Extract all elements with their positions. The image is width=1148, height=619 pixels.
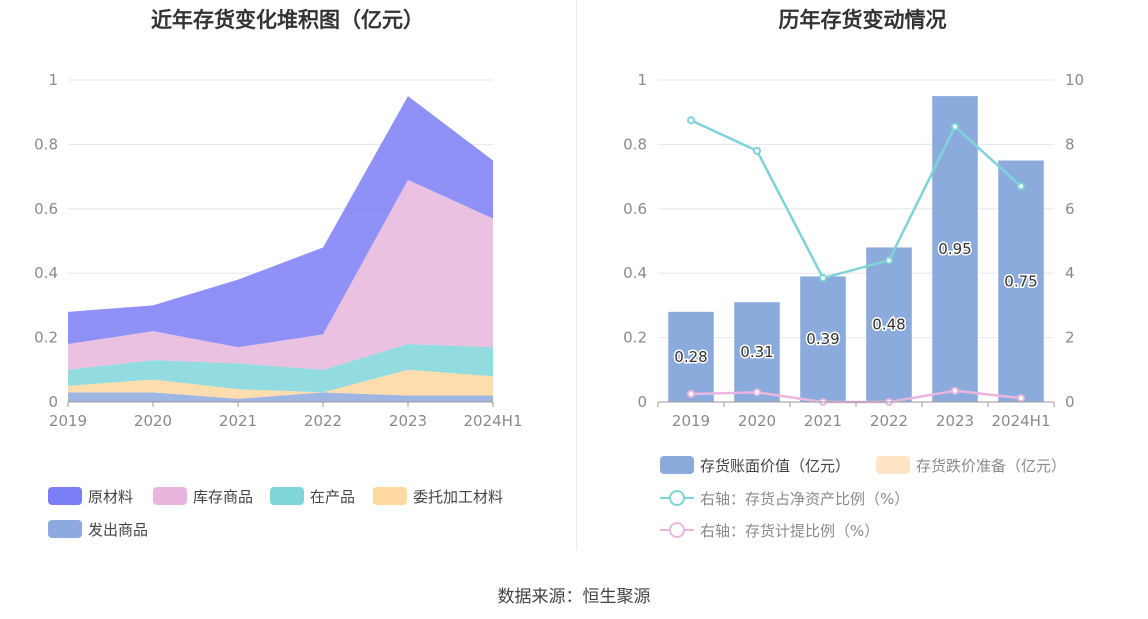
y-tick-label: 1 [48, 71, 58, 89]
bar [734, 302, 780, 402]
line-point [753, 388, 761, 397]
line-point [687, 389, 695, 398]
y-tick-label: 0.4 [34, 264, 58, 282]
legend-swatch [48, 487, 82, 505]
area-series-0 [68, 392, 493, 402]
chart-title: 近年存货变化堆积图（亿元） [151, 8, 424, 32]
y-tick-label: 0 [48, 393, 58, 411]
line-point [819, 274, 827, 283]
y-left-tick-label: 0.4 [623, 264, 647, 282]
x-tick-label: 2022 [304, 412, 342, 430]
line-point [1017, 182, 1025, 191]
legend-label: 存货跌价准备（亿元） [916, 457, 1066, 475]
legend-label: 右轴：存货占净资产比例（%） [700, 490, 909, 508]
y-left-tick-label: 0.8 [623, 135, 647, 153]
x-tick-label: 2024H1 [464, 412, 523, 430]
line-series-0 [690, 119, 1022, 280]
bar-value-label: 0.95 [938, 240, 971, 258]
x-tick-label: 2020 [738, 412, 776, 430]
y-left-tick-label: 0.6 [623, 200, 647, 218]
legend-label: 在产品 [310, 488, 355, 506]
data-source-note: 数据来源：恒生聚源 [497, 587, 651, 607]
bar-line-chart-panel: 历年存货变动情况 0 0.2 0.4 0.6 0.8 1 0 2 4 6 8 10 0.28 0.31 0.… [577, 0, 1148, 560]
bar-value-label: 0.48 [872, 316, 905, 334]
legend-label: 发出商品 [88, 521, 148, 539]
legend-line-marker [669, 522, 685, 538]
y-right-tick-label: 8 [1065, 135, 1075, 153]
area-series-1 [68, 369, 493, 399]
line-point [951, 122, 959, 131]
y-left-tick-label: 1 [637, 71, 647, 89]
line-point [753, 146, 761, 155]
bar-value-label: 0.28 [674, 348, 707, 366]
legend-label: 原材料 [88, 488, 133, 506]
x-tick-label: 2019 [49, 412, 87, 430]
area-series-2 [68, 344, 493, 393]
line-point [951, 386, 959, 395]
line-point [687, 116, 695, 125]
legend-label: 库存商品 [193, 488, 253, 506]
legend-line-marker [669, 490, 685, 506]
bar-value-label: 0.31 [740, 343, 773, 361]
x-tick-label: 2019 [672, 412, 710, 430]
x-tick-label: 2021 [804, 412, 842, 430]
bar [800, 276, 846, 402]
area-series-3 [68, 179, 493, 370]
y-right-tick-label: 2 [1065, 329, 1075, 347]
legend-swatch [373, 487, 407, 505]
x-tick-label: 2023 [389, 412, 427, 430]
bar [998, 160, 1044, 402]
y-tick-label: 0.6 [34, 200, 58, 218]
legend-swatch [48, 520, 82, 538]
bar-value-label: 0.39 [806, 330, 839, 348]
y-tick-label: 0.8 [34, 135, 58, 153]
stacked-area-chart: 0 0.2 0.4 0.6 0.8 1 2019 2020 2021 2022 2023 2024H1… [34, 71, 523, 539]
y-left-tick-label: 0 [637, 393, 647, 411]
bar [866, 247, 912, 402]
y-right-tick-label: 0 [1065, 393, 1075, 411]
x-tick-label: 2020 [134, 412, 172, 430]
bar [668, 311, 714, 402]
line-point [885, 256, 893, 265]
legend-swatch [876, 456, 910, 474]
y-right-tick-label: 4 [1065, 264, 1075, 282]
legend-swatch [270, 487, 304, 505]
x-tick-label: 2021 [219, 412, 257, 430]
x-tick-label: 2024H1 [992, 412, 1051, 430]
x-tick-label: 2023 [936, 412, 974, 430]
area-series-4 [68, 96, 493, 348]
chart-title: 历年存货变动情况 [778, 8, 947, 32]
y-right-tick-label: 6 [1065, 200, 1075, 218]
legend-swatch [660, 456, 694, 474]
line-point [1017, 394, 1025, 403]
legend-label: 委托加工材料 [413, 488, 503, 506]
panel-divider [576, 0, 577, 550]
bar-value-label: 0.75 [1004, 272, 1037, 290]
legend-label: 右轴：存货计提比例（%） [700, 522, 879, 540]
bar [932, 96, 978, 402]
y-right-tick-label: 10 [1065, 71, 1084, 89]
stacked-area-chart-panel: 近年存货变化堆积图（亿元） 0 0.2 0.4 0.6 0.8 1 2019 2020 2021… [0, 0, 575, 560]
x-tick-label: 2022 [870, 412, 908, 430]
legend-label: 存货账面价值（亿元） [700, 457, 850, 475]
y-tick-label: 0.2 [34, 329, 58, 347]
legend-swatch [153, 487, 187, 505]
y-left-tick-label: 0.2 [623, 329, 647, 347]
